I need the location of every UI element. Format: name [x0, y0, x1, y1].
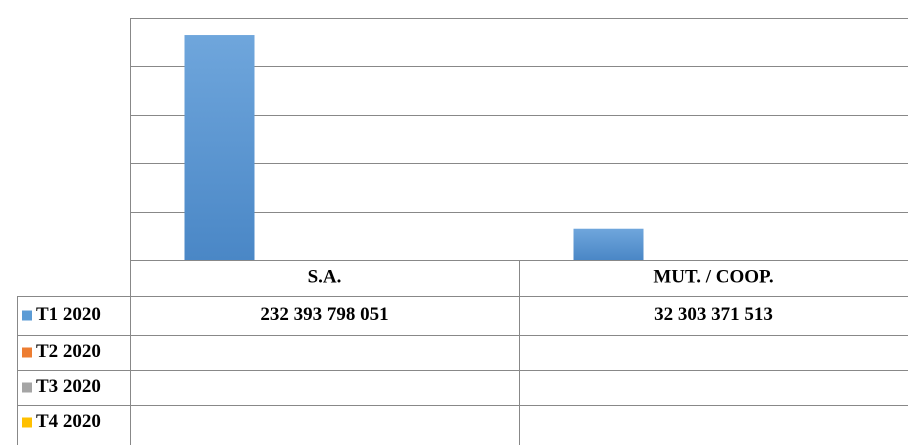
legend-swatch: [22, 417, 32, 428]
x-tick-label: MUT. / COOP.: [653, 266, 773, 287]
bar: [184, 35, 255, 261]
legend-swatch: [22, 347, 32, 358]
legend-label: T1 2020: [36, 304, 101, 325]
legend-label: T2 2020: [36, 341, 101, 362]
x-tick-label: S.A.: [308, 266, 342, 287]
legend-swatch: [22, 382, 32, 393]
bar: [573, 228, 644, 260]
data-table-value: 32 303 371 513: [654, 304, 773, 325]
legend-label: T4 2020: [36, 411, 101, 432]
legend-label: T3 2020: [36, 376, 101, 397]
legend-swatch: [22, 310, 32, 321]
data-table-value: 232 393 798 051: [260, 304, 388, 325]
